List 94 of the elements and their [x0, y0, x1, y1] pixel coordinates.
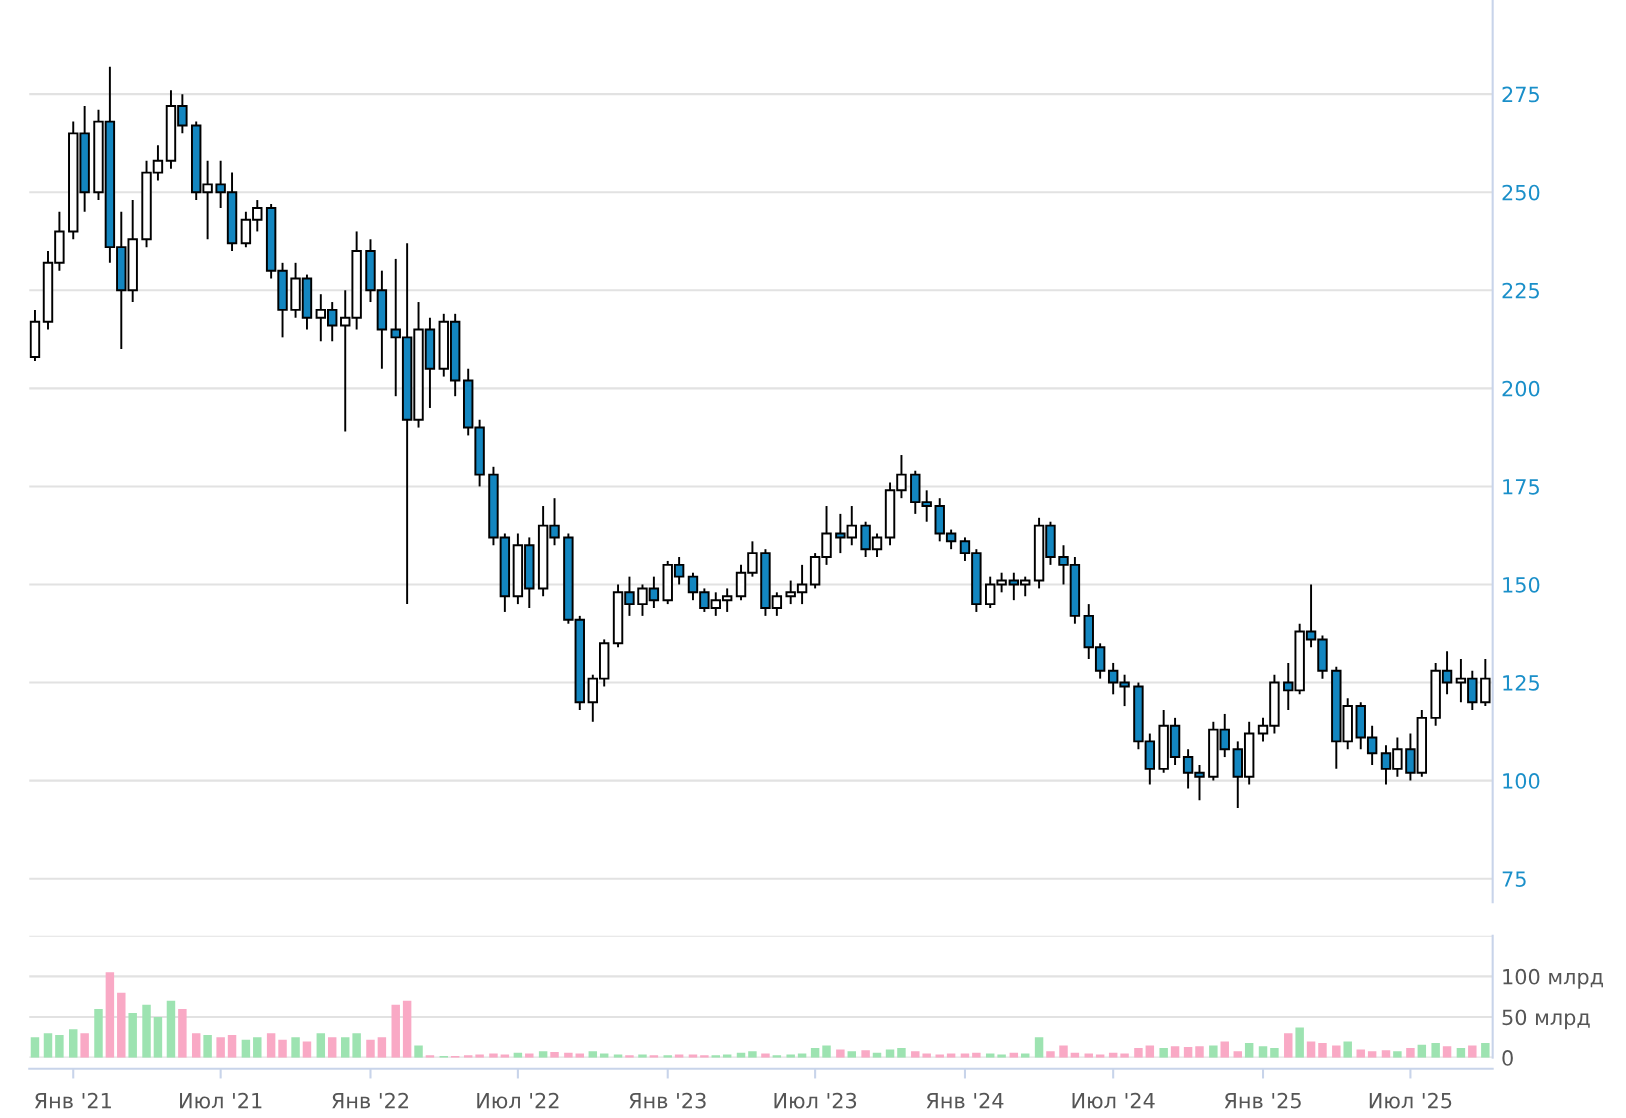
y-tick-label: 50 млрд — [1502, 1009, 1590, 1030]
bar — [1270, 1047, 1279, 1058]
bar — [861, 1050, 870, 1058]
bar — [241, 1039, 251, 1058]
bar — [128, 1012, 137, 1058]
bar — [1183, 1047, 1193, 1058]
y-tick-label: 225 — [1502, 282, 1539, 299]
bar — [1431, 1043, 1440, 1058]
bar — [822, 1045, 831, 1058]
bar — [414, 1045, 423, 1058]
bar — [1134, 1047, 1143, 1058]
bar — [997, 1054, 1006, 1058]
bar — [1406, 1047, 1415, 1058]
bar — [366, 1039, 375, 1058]
bar — [1284, 1033, 1293, 1058]
bar — [69, 1029, 78, 1058]
bar — [377, 1037, 387, 1058]
bar — [80, 1033, 89, 1058]
bar — [30, 1037, 40, 1058]
bar — [1145, 1045, 1155, 1058]
bar — [341, 1037, 350, 1058]
bar — [266, 1033, 276, 1058]
bar — [1220, 1041, 1229, 1058]
bar — [55, 1034, 64, 1058]
bar — [911, 1051, 920, 1058]
bar — [1034, 1037, 1044, 1058]
bar — [302, 1041, 312, 1058]
bar — [1442, 1046, 1452, 1058]
bar — [253, 1037, 262, 1058]
bar — [786, 1054, 795, 1058]
bar — [166, 1000, 176, 1058]
x-tick-label: Июл '25 — [1369, 1092, 1452, 1109]
bar — [1468, 1045, 1477, 1058]
bar — [1258, 1046, 1268, 1058]
bar — [1306, 1041, 1316, 1058]
bar — [1046, 1051, 1055, 1058]
candlestick — [1480, 658, 1491, 708]
bar — [1318, 1043, 1327, 1058]
bar — [638, 1054, 647, 1058]
bar — [1209, 1045, 1218, 1058]
bar — [1332, 1045, 1341, 1058]
y-tick-label: 100 млрд — [1503, 968, 1603, 989]
bar — [1244, 1043, 1254, 1058]
bar — [897, 1047, 906, 1058]
bar — [227, 1034, 237, 1058]
bar — [935, 1054, 944, 1058]
bar — [1195, 1046, 1204, 1058]
x-tick-label: Янв '24 — [926, 1092, 1004, 1109]
y-tick-label: 75 — [1502, 871, 1526, 887]
bar — [550, 1051, 559, 1058]
x-tick-label: Июл '22 — [477, 1092, 559, 1109]
bar — [836, 1049, 845, 1058]
y-tick-label: 250 — [1502, 184, 1540, 201]
bar — [1159, 1047, 1168, 1058]
y-tick-label: 100 — [1503, 773, 1540, 789]
bar — [117, 992, 126, 1058]
bar — [475, 1054, 484, 1058]
bar — [216, 1037, 225, 1058]
bar — [402, 1000, 412, 1058]
bar — [142, 1004, 151, 1058]
bar — [1381, 1050, 1391, 1058]
bar — [153, 1017, 163, 1058]
bar — [327, 1037, 337, 1058]
y-tick-label: 175 — [1503, 479, 1539, 495]
x-tick-label: Янв '21 — [35, 1092, 111, 1109]
x-tick-label: Янв '23 — [629, 1092, 706, 1109]
bar — [748, 1051, 757, 1058]
bar — [43, 1033, 53, 1058]
bar — [191, 1033, 201, 1058]
y-tick-label: 200 — [1502, 380, 1540, 397]
bar — [178, 1008, 187, 1058]
bar — [1393, 1051, 1402, 1058]
x-tick-label: Июл '24 — [1072, 1092, 1155, 1109]
bar — [291, 1037, 300, 1058]
bar — [1170, 1046, 1180, 1058]
bar — [352, 1033, 361, 1058]
bar — [203, 1034, 212, 1058]
x-tick-label: Янв '22 — [332, 1092, 409, 1109]
bar — [391, 1004, 400, 1058]
bar — [1059, 1045, 1068, 1058]
bar — [105, 972, 115, 1058]
bar — [278, 1039, 287, 1058]
x-tick-label: Июл '21 — [180, 1092, 262, 1109]
bar — [1481, 1043, 1490, 1058]
bar — [316, 1033, 326, 1058]
bar — [1295, 1027, 1304, 1058]
y-tick-label: 125 — [1503, 675, 1539, 691]
bar — [94, 1008, 103, 1058]
y-tick-label: 150 — [1503, 576, 1540, 593]
x-tick-label: Янв '25 — [1224, 1092, 1301, 1109]
y-tick-label: 275 — [1502, 86, 1539, 103]
y-tick-label: 0 — [1502, 1050, 1513, 1066]
bar — [1343, 1041, 1352, 1058]
x-tick-label: Июл '23 — [774, 1092, 857, 1109]
